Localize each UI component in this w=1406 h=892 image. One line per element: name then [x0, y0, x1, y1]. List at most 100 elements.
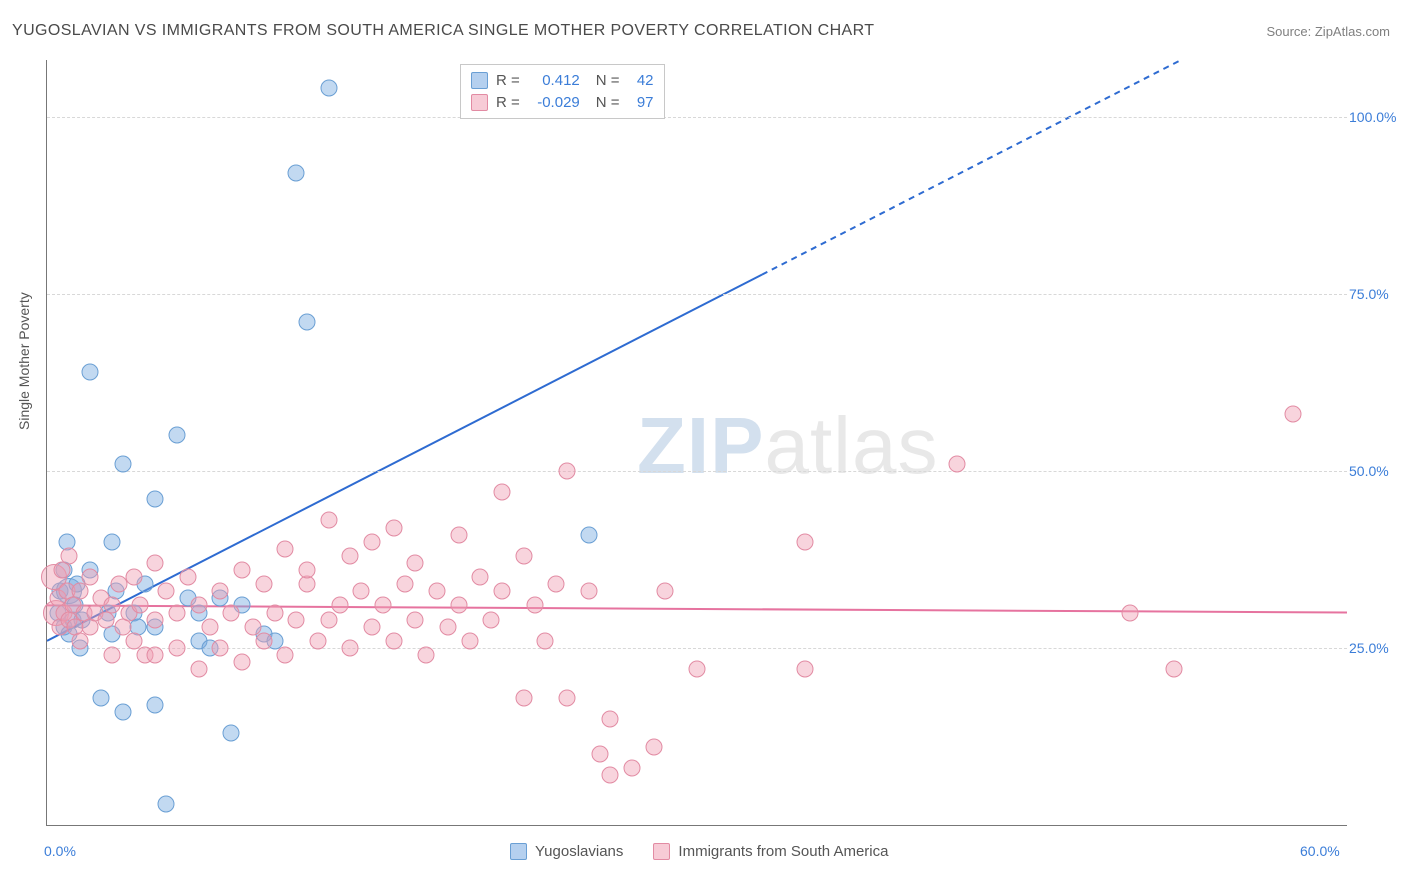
scatter-point	[158, 795, 175, 812]
scatter-point	[299, 562, 316, 579]
scatter-point	[645, 739, 662, 756]
scatter-point	[559, 462, 576, 479]
n-value-pink: 97	[628, 94, 654, 111]
scatter-point	[374, 597, 391, 614]
legend-item: Yugoslavians	[510, 843, 623, 860]
r-label: R =	[496, 72, 520, 89]
scatter-point	[190, 661, 207, 678]
scatter-point	[656, 583, 673, 600]
plot-area: ZIPatlas 25.0%50.0%75.0%100.0%	[46, 60, 1347, 826]
scatter-point	[364, 533, 381, 550]
scatter-point	[559, 689, 576, 706]
scatter-point	[797, 661, 814, 678]
scatter-point	[179, 569, 196, 586]
scatter-point	[114, 703, 131, 720]
y-tick-label: 100.0%	[1349, 109, 1399, 125]
scatter-point	[364, 618, 381, 635]
scatter-point	[450, 526, 467, 543]
scatter-point	[309, 632, 326, 649]
scatter-point	[331, 597, 348, 614]
scatter-point	[93, 689, 110, 706]
chart-title: YUGOSLAVIAN VS IMMIGRANTS FROM SOUTH AME…	[12, 22, 874, 40]
x-tick-label: 0.0%	[44, 843, 76, 859]
legend-swatch-blue	[510, 843, 527, 860]
scatter-point	[624, 760, 641, 777]
scatter-point	[147, 611, 164, 628]
scatter-point	[385, 632, 402, 649]
scatter-point	[320, 512, 337, 529]
scatter-point	[515, 547, 532, 564]
scatter-point	[114, 455, 131, 472]
y-tick-label: 25.0%	[1349, 640, 1399, 656]
legend-label: Yugoslavians	[535, 843, 623, 860]
scatter-point	[169, 639, 186, 656]
n-label: N =	[596, 94, 620, 111]
scatter-point	[320, 611, 337, 628]
legend-series: Yugoslavians Immigrants from South Ameri…	[510, 843, 888, 860]
legend-label: Immigrants from South America	[678, 843, 888, 860]
scatter-point	[515, 689, 532, 706]
legend-stats: R = 0.412 N = 42 R = -0.029 N = 97	[460, 64, 665, 119]
scatter-point	[71, 583, 88, 600]
scatter-point	[299, 314, 316, 331]
scatter-point	[255, 576, 272, 593]
scatter-point	[169, 604, 186, 621]
legend-swatch-blue	[471, 72, 488, 89]
x-tick-label: 60.0%	[1300, 843, 1340, 859]
scatter-point	[277, 540, 294, 557]
scatter-point	[132, 597, 149, 614]
scatter-point	[288, 165, 305, 182]
scatter-point	[580, 583, 597, 600]
scatter-point	[223, 604, 240, 621]
scatter-point	[212, 639, 229, 656]
scatter-point	[147, 554, 164, 571]
scatter-point	[407, 611, 424, 628]
scatter-point	[255, 632, 272, 649]
n-label: N =	[596, 72, 620, 89]
scatter-point	[494, 484, 511, 501]
scatter-point	[548, 576, 565, 593]
scatter-point	[689, 661, 706, 678]
scatter-point	[104, 597, 121, 614]
scatter-point	[494, 583, 511, 600]
scatter-point	[591, 746, 608, 763]
scatter-point	[60, 547, 77, 564]
gridline	[47, 471, 1347, 472]
scatter-point	[407, 554, 424, 571]
scatter-point	[385, 519, 402, 536]
scatter-point	[439, 618, 456, 635]
scatter-point	[1284, 406, 1301, 423]
r-label: R =	[496, 94, 520, 111]
scatter-point	[277, 647, 294, 664]
scatter-point	[82, 363, 99, 380]
scatter-point	[71, 632, 88, 649]
scatter-point	[418, 647, 435, 664]
scatter-point	[580, 526, 597, 543]
scatter-point	[396, 576, 413, 593]
gridline	[47, 117, 1347, 118]
scatter-point	[234, 562, 251, 579]
scatter-point	[125, 569, 142, 586]
trend-lines	[47, 60, 1347, 825]
y-axis-label: Single Mother Poverty	[16, 292, 32, 430]
scatter-point	[483, 611, 500, 628]
scatter-point	[797, 533, 814, 550]
scatter-point	[429, 583, 446, 600]
y-tick-label: 50.0%	[1349, 463, 1399, 479]
scatter-point	[234, 654, 251, 671]
scatter-point	[169, 427, 186, 444]
scatter-point	[266, 604, 283, 621]
scatter-point	[158, 583, 175, 600]
scatter-point	[82, 569, 99, 586]
legend-stats-row: R = 0.412 N = 42	[471, 69, 654, 91]
scatter-point	[104, 647, 121, 664]
legend-swatch-pink	[653, 843, 670, 860]
scatter-point	[1165, 661, 1182, 678]
watermark: ZIPatlas	[637, 400, 938, 492]
gridline	[47, 294, 1347, 295]
scatter-point	[1122, 604, 1139, 621]
n-value-blue: 42	[628, 72, 654, 89]
scatter-point	[212, 583, 229, 600]
source-label: Source: ZipAtlas.com	[1266, 24, 1390, 39]
scatter-point	[190, 597, 207, 614]
